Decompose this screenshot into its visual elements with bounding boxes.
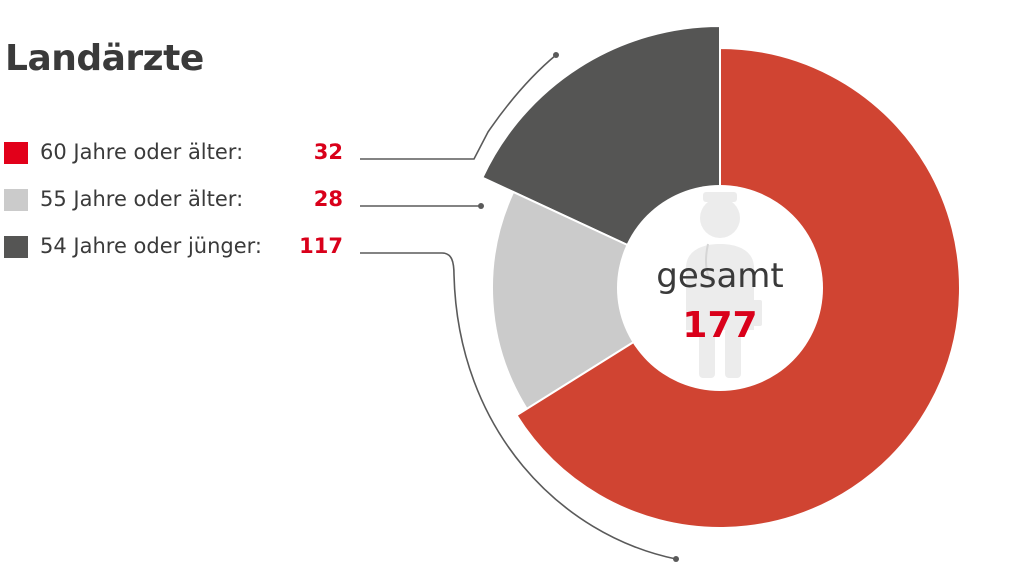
legend-label: 55 Jahre oder älter: bbox=[40, 187, 244, 211]
doctor-icon bbox=[686, 192, 762, 378]
connector-lines bbox=[360, 52, 679, 562]
legend-value: 117 bbox=[299, 234, 343, 258]
connector-line-60-plus bbox=[360, 54, 557, 160]
legend-label: 60 Jahre oder älter: bbox=[40, 140, 244, 164]
center-label: gesamt bbox=[656, 256, 784, 296]
legend-label: 54 Jahre oder jünger: bbox=[40, 234, 262, 258]
legend-value: 32 bbox=[313, 140, 343, 164]
donut-slices bbox=[481, 24, 961, 529]
connector-dot-54-minus bbox=[673, 556, 679, 562]
legend-value: 28 bbox=[313, 187, 343, 211]
legend-swatch bbox=[4, 142, 28, 164]
connector-line-54-minus bbox=[360, 252, 677, 560]
legend-swatch bbox=[4, 236, 28, 258]
chart-title: Landärzte bbox=[5, 38, 204, 79]
legend-swatch bbox=[4, 189, 28, 211]
center-total: 177 bbox=[682, 305, 757, 346]
connector-dot-55-plus bbox=[478, 203, 484, 209]
connector-dot-60-plus bbox=[553, 52, 559, 58]
